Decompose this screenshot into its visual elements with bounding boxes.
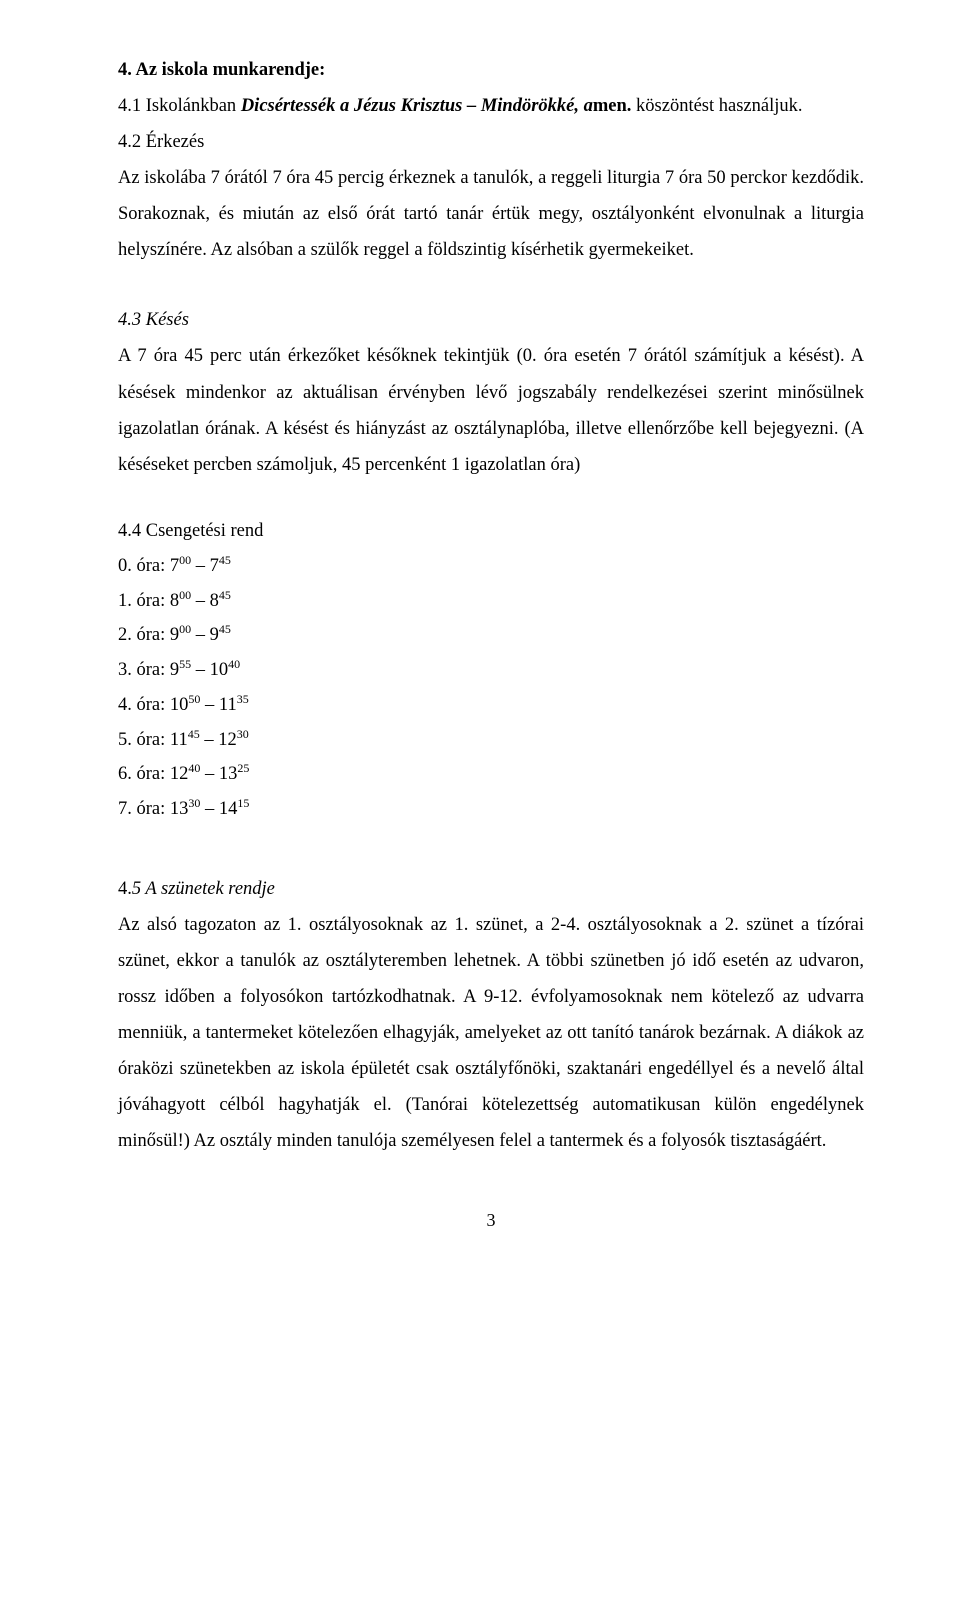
paragraph-4-5: Az alsó tagozaton az 1. osztályosoknak a… bbox=[118, 907, 864, 1159]
heading-4-5: 4.5 A szünetek rendje bbox=[118, 871, 864, 907]
text-4-1-suffix: köszöntést használjuk. bbox=[631, 96, 802, 116]
heading-4-4: 4.4 Csengetési rend bbox=[118, 513, 864, 549]
schedule-row: 1. óra: 800 – 845 bbox=[118, 584, 864, 619]
schedule-row: 5. óra: 1145 – 1230 bbox=[118, 723, 864, 758]
text-4-5-italic: 5 A szünetek rendje bbox=[132, 879, 275, 899]
schedule-list: 0. óra: 700 – 7451. óra: 800 – 8452. óra… bbox=[118, 549, 864, 827]
text-4-1-prefix: 4.1 Iskolánkban bbox=[118, 96, 241, 116]
paragraph-4-2: Az iskolába 7 órától 7 óra 45 percig érk… bbox=[118, 160, 864, 268]
schedule-row: 6. óra: 1240 – 1325 bbox=[118, 757, 864, 792]
schedule-row: 4. óra: 1050 – 1135 bbox=[118, 688, 864, 723]
heading-4-2: 4.2 Érkezés bbox=[118, 124, 864, 160]
schedule-row: 2. óra: 900 – 945 bbox=[118, 618, 864, 653]
heading-4-3: 4.3 Késés bbox=[118, 302, 864, 338]
schedule-row: 0. óra: 700 – 745 bbox=[118, 549, 864, 584]
paragraph-4-1: 4.1 Iskolánkban Dicsértessék a Jézus Kri… bbox=[118, 88, 864, 124]
text-4-5-prefix: 4. bbox=[118, 879, 132, 899]
heading-4: 4. Az iskola munkarendje: bbox=[118, 52, 864, 88]
schedule-row: 3. óra: 955 – 1040 bbox=[118, 653, 864, 688]
paragraph-4-3: A 7 óra 45 perc után érkezőket későknek … bbox=[118, 338, 864, 482]
page-number: 3 bbox=[118, 1203, 864, 1238]
schedule-row: 7. óra: 1330 – 1415 bbox=[118, 792, 864, 827]
text-4-1-bold-tail: men. bbox=[593, 96, 632, 116]
text-4-1-italic-bold: Dicsértessék a Jézus Krisztus – Mindörök… bbox=[241, 96, 593, 116]
